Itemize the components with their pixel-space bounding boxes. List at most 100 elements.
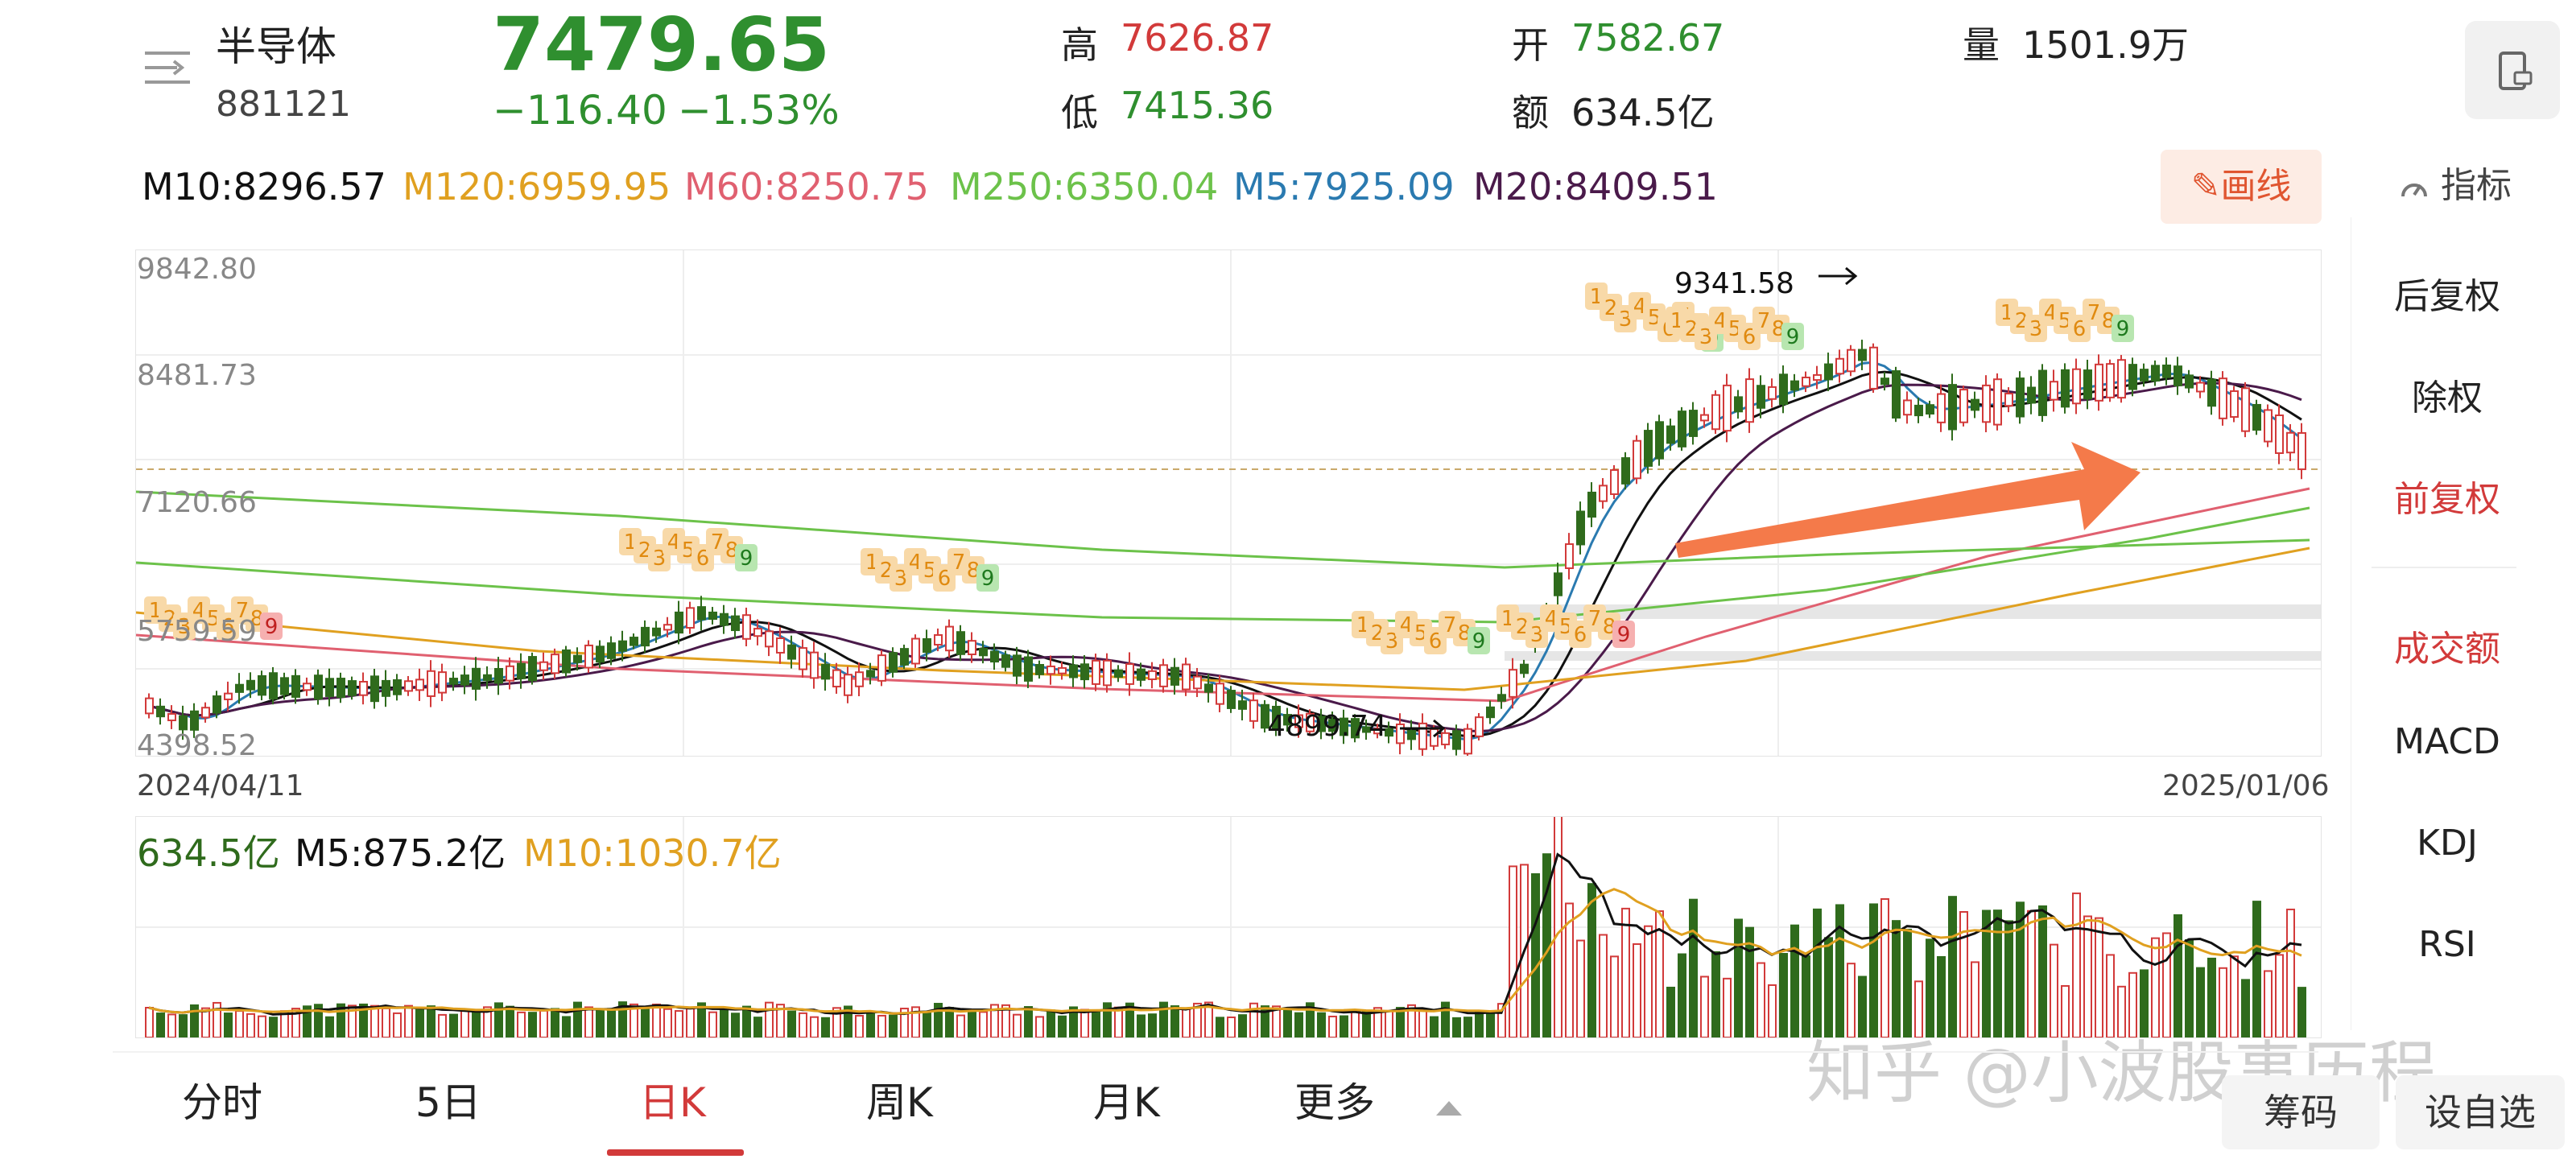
candle-body (799, 647, 807, 670)
ex-right-option[interactable]: 除权 (2412, 377, 2483, 419)
candle-body (1982, 384, 1991, 423)
volume-bar (720, 1008, 729, 1037)
volume-bar (1137, 1014, 1146, 1037)
landscape-toggle-button[interactable] (2465, 21, 2560, 119)
volume-chart-panel[interactable] (135, 816, 2322, 1038)
volume-bar (945, 1007, 954, 1037)
candle-body (2252, 403, 2261, 431)
candle-body (1824, 363, 1833, 381)
candle-body (1757, 385, 1765, 409)
price-axis-3: 7120.66 (137, 486, 257, 519)
tab-five-day[interactable]: 5日 (415, 1079, 481, 1126)
candle-body (1948, 384, 1957, 431)
candle-body (1035, 663, 1044, 675)
price-axis-5: 4398.52 (137, 729, 257, 762)
volume-bar (1982, 909, 1991, 1037)
td9-marker-bg (1468, 627, 1490, 654)
kdj-option[interactable]: KDJ (2417, 823, 2478, 864)
candle-body (1779, 373, 1788, 406)
candle-body (889, 652, 898, 673)
draw-line-button[interactable]: ✎画线 (2161, 150, 2322, 224)
candle-body (1971, 398, 1979, 411)
add-watch-button[interactable]: 设自选 (2396, 1075, 2565, 1149)
candle-body (325, 678, 334, 697)
tab-month-k[interactable]: 月K (1093, 1079, 1160, 1126)
indicator-tab[interactable]: 指标 (2399, 156, 2512, 206)
candle-body (934, 633, 943, 646)
volume-bar (1711, 951, 1720, 1037)
low-annotation-arrow (1400, 719, 1446, 738)
candle-body (2038, 369, 2047, 416)
open-value: 7582.67 (1571, 16, 1725, 60)
td9-digit: 6 (1429, 629, 1443, 654)
volume-bar (641, 1007, 650, 1037)
candle-body (2230, 390, 2239, 419)
tab-more[interactable]: 更多 (1294, 1079, 1375, 1126)
candle-body (2241, 387, 2250, 432)
gauge-icon (2399, 172, 2429, 203)
volume-bar (393, 1012, 402, 1037)
volume-bar (562, 1016, 571, 1037)
candle-body (1317, 716, 1326, 732)
candle-body (1159, 664, 1168, 687)
tab-week-k[interactable]: 周K (866, 1079, 933, 1126)
volume-bar (855, 1015, 864, 1037)
rsi-option[interactable]: RSI (2418, 924, 2476, 965)
volume-bar (1058, 1015, 1067, 1037)
td9-digit: 6 (1743, 325, 1757, 349)
more-caret-icon[interactable] (1436, 1101, 1462, 1116)
macd-option[interactable]: MACD (2394, 721, 2500, 762)
td9-marker-bg (976, 564, 999, 592)
td9-digit: 6 (2073, 317, 2087, 341)
open-label: 开 (1512, 23, 1549, 67)
candle-body (1937, 393, 1946, 423)
candle-body (1204, 683, 1213, 693)
volume-bar (1869, 903, 1878, 1037)
volume-current: 634.5亿 (137, 831, 280, 875)
candle-body (551, 654, 559, 674)
bottom-tab-divider (113, 1051, 2318, 1053)
candle-body (2196, 382, 2205, 393)
volume-bar (2083, 915, 2092, 1037)
volume-bar (472, 1010, 481, 1037)
forward-adjust-option[interactable]: 前复权 (2394, 479, 2500, 520)
candle-body (1294, 714, 1303, 728)
tab-fenshi[interactable]: 分时 (182, 1079, 262, 1126)
amount-value: 634.5亿 (1571, 91, 1715, 134)
td9-digit: 6 (938, 567, 952, 591)
candle-body (1137, 668, 1146, 681)
volume-bar (1599, 934, 1608, 1037)
volume-bar (776, 1004, 785, 1037)
candle-body (1475, 716, 1484, 737)
chips-button[interactable]: 筹码 (2222, 1075, 2380, 1149)
volume-bar (1351, 1008, 1360, 1037)
candle-body (2297, 431, 2306, 471)
volume-bar (1317, 1012, 1326, 1037)
tab-day-k[interactable]: 日K (639, 1079, 706, 1126)
menu-toggle-icon[interactable] (143, 45, 192, 90)
volume-bar (1858, 975, 1867, 1037)
candle-body (900, 648, 909, 666)
candle-body (224, 692, 233, 700)
td9-digit: 3 (894, 567, 908, 591)
back-adjust-option[interactable]: 后复权 (2394, 276, 2500, 317)
candle-body (1080, 663, 1089, 681)
td9-digit: 3 (1699, 325, 1713, 349)
turnover-option[interactable]: 成交额 (2394, 629, 2500, 670)
volume-bar (325, 1016, 334, 1037)
candle-body (2095, 363, 2103, 402)
candle-body (844, 674, 852, 696)
candle-body (1903, 399, 1912, 416)
candle-body (1880, 377, 1889, 386)
volume-bar (269, 1017, 278, 1037)
amount-label: 额 (1512, 91, 1549, 134)
volume-bar (866, 1013, 875, 1037)
candle-body (201, 707, 210, 719)
volume-bar (2219, 967, 2227, 1037)
candle-body (1700, 414, 1709, 422)
volume-bar (1340, 1015, 1348, 1037)
volume-bar (359, 1003, 368, 1037)
volume-bar (1813, 908, 1822, 1037)
volume-bar (1689, 898, 1698, 1037)
